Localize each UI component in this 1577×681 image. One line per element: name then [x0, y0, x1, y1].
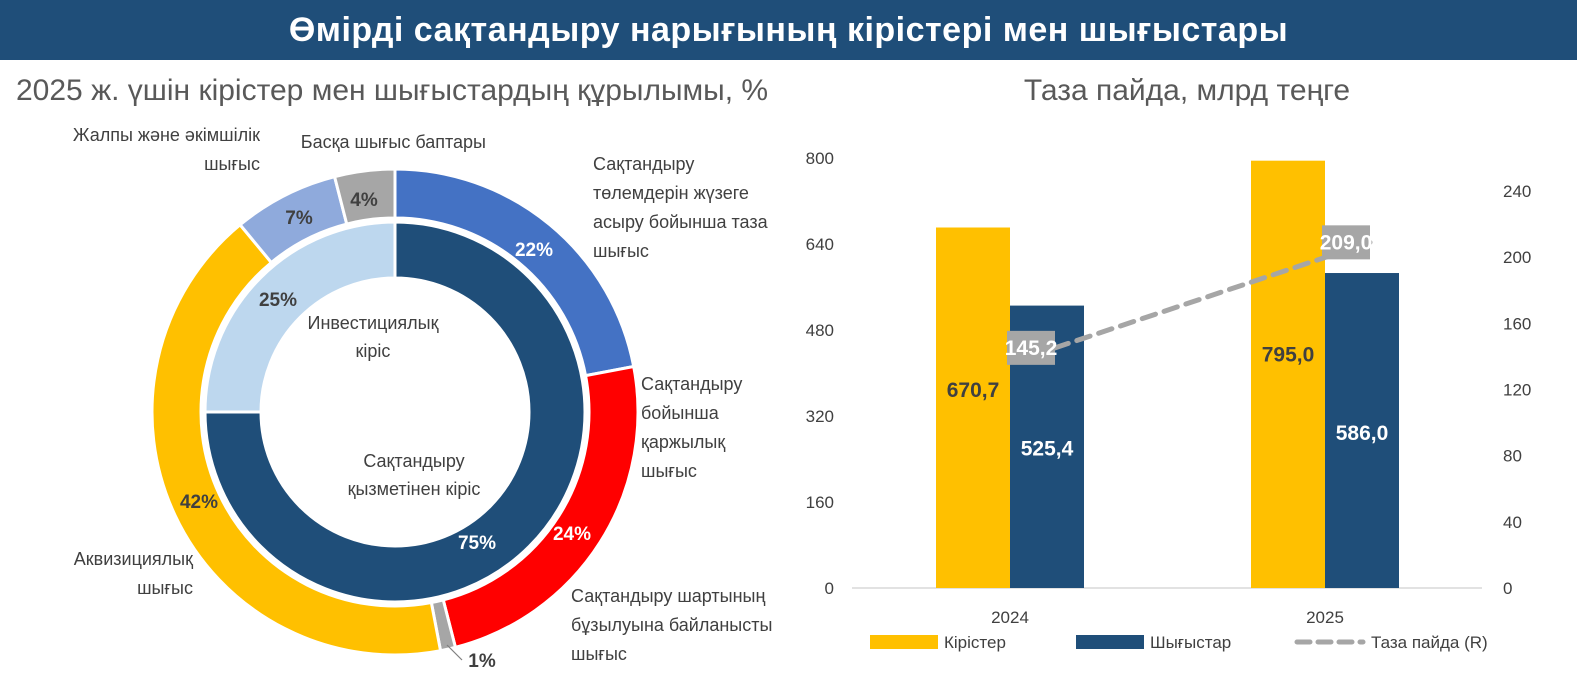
- slice-category-label: Жалпы және әкімшілік: [73, 125, 260, 145]
- y-left-tick-label: 320: [806, 407, 834, 426]
- y-left-tick-label: 800: [806, 149, 834, 168]
- slice-category-label: Сақтандыру: [641, 374, 742, 394]
- bar-value-label: 525,4: [1021, 437, 1074, 460]
- donut-chart: 75% Сақтандыру қызметінен кіріс 25% Инвестиц…: [73, 125, 773, 672]
- bar-chart-title: Таза пайда, млрд теңге: [1024, 74, 1350, 107]
- slice-category-label: шығыс: [571, 644, 627, 664]
- bar-value-label: 670,7: [947, 379, 1000, 402]
- slice-category-label: Басқа шығыс баптары: [301, 132, 486, 152]
- donut-slice: [332, 167, 397, 226]
- slice-percent-label: 24%: [553, 524, 591, 545]
- y-right-tick-label: 160: [1503, 314, 1531, 333]
- slice-category-label: Сақтандыру шартының: [571, 586, 765, 606]
- y-left-tick-label: 0: [825, 579, 834, 598]
- slice-percent-label: 75%: [458, 533, 496, 554]
- y-right-tick-label: 80: [1503, 447, 1522, 466]
- slice-category-label: Сақтандыру: [363, 451, 464, 471]
- bar-chart: 0 160 320 480 640 800 0 40 80 120 160 200 240 670,7 52…: [806, 149, 1532, 652]
- line-series: [1052, 239, 1373, 351]
- legend-label: Таза пайда (R): [1371, 633, 1488, 652]
- y-right-tick-label: 0: [1503, 579, 1512, 598]
- slice-percent-label: 7%: [285, 208, 313, 229]
- slice-category-label: бойынша: [641, 403, 720, 423]
- x-tick-label: 2025: [1306, 608, 1344, 627]
- slice-percent-label: 4%: [350, 190, 378, 211]
- legend-swatch: [1076, 635, 1144, 649]
- slice-category-label: асыру бойынша таза: [593, 212, 769, 232]
- slice-category-label: шығыс: [137, 578, 193, 598]
- leader-line: [446, 644, 463, 661]
- slice-category-label: төлемдерін жүзеге: [593, 183, 749, 203]
- legend-label: Кірістер: [944, 633, 1006, 652]
- slice-category-label: Сақтандыру: [593, 154, 694, 174]
- y-right-tick-label: 40: [1503, 513, 1522, 532]
- slice-category-label: бұзылуына байланысты: [571, 615, 772, 635]
- line-value-box: [1322, 225, 1370, 260]
- legend-label: Шығыстар: [1150, 633, 1231, 652]
- slice-category-label: Аквизициялық: [74, 549, 193, 569]
- y-right-tick-label: 120: [1503, 381, 1531, 400]
- legend-swatch: [870, 635, 938, 649]
- line-value-label: 209,0: [1320, 231, 1373, 254]
- slice-category-label: шығыс: [641, 461, 697, 481]
- bar: [936, 227, 1010, 588]
- bar-value-label: 586,0: [1336, 422, 1389, 445]
- donut-slice: [203, 220, 587, 604]
- y-right-tick-label: 200: [1503, 248, 1531, 267]
- donut-slice: [150, 222, 443, 657]
- slice-category-label: шығыс: [204, 154, 260, 174]
- slice-percent-label: 1%: [468, 651, 496, 672]
- y-left-tick-label: 640: [806, 235, 834, 254]
- bar: [1251, 160, 1325, 588]
- x-tick-label: 2024: [991, 608, 1029, 627]
- slice-category-label: қызметінен кіріс: [348, 479, 481, 499]
- slice-category-label: Инвестициялық: [308, 313, 439, 333]
- donut-chart-title: 2025 ж. үшін кірістер мен шығыстардың құ…: [16, 74, 768, 107]
- slice-percent-label: 42%: [180, 492, 218, 513]
- y-right-tick-label: 240: [1503, 182, 1531, 201]
- slice-category-label: қаржылық: [641, 432, 725, 452]
- y-left-tick-label: 480: [806, 321, 834, 340]
- y-left-tick-label: 160: [806, 493, 834, 512]
- slice-percent-label: 25%: [259, 290, 297, 311]
- slice-category-label: кіріс: [356, 341, 391, 361]
- slice-percent-label: 22%: [515, 240, 553, 261]
- line-value-box: [1007, 330, 1055, 365]
- bar-value-label: 795,0: [1262, 344, 1315, 367]
- line-value-label: 145,2: [1005, 337, 1058, 360]
- page-title: Өмірді сақтандыру нарығының кірістері ме…: [288, 10, 1289, 49]
- donut-slice: [203, 220, 397, 414]
- slice-category-label: шығыс: [593, 241, 649, 261]
- bar: [1325, 273, 1399, 588]
- header-banner: Өмірді сақтандыру нарығының кірістері ме…: [0, 0, 1577, 60]
